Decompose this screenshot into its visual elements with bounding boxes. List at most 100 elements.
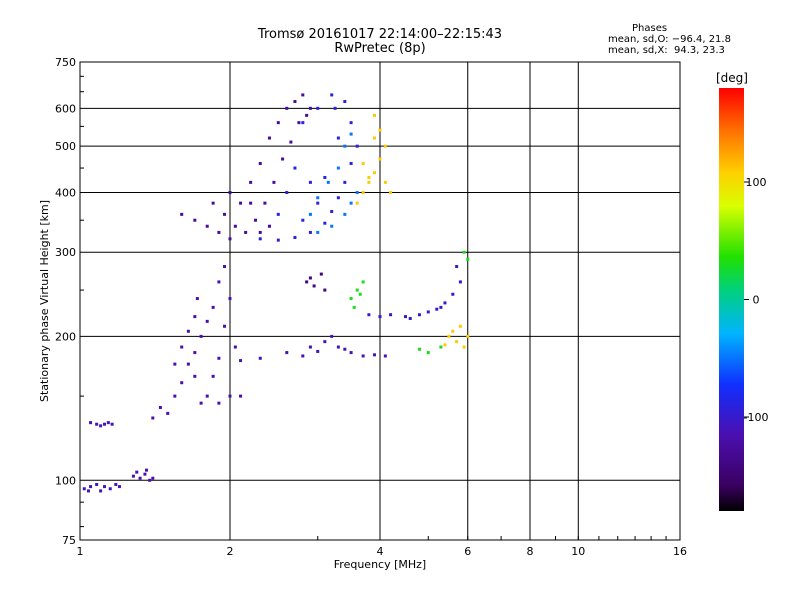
echo-point (367, 180, 371, 184)
echo-point (447, 334, 451, 338)
echo-point (253, 218, 257, 222)
echo-point (355, 144, 359, 148)
echo-point (148, 478, 152, 482)
echo-point (305, 113, 309, 117)
echo-point (95, 422, 99, 426)
y-tick-label: 75 (62, 534, 76, 547)
echo-point (336, 166, 340, 170)
echo-point (276, 238, 280, 242)
echo-point (223, 265, 227, 269)
echo-point (193, 218, 197, 222)
echo-point (308, 180, 312, 184)
echo-point (223, 212, 227, 216)
echo-point (361, 190, 365, 194)
echo-point (316, 201, 320, 205)
echo-point (458, 324, 462, 328)
echo-point (323, 340, 327, 344)
echo-point (103, 485, 107, 489)
echo-point (417, 313, 421, 317)
x-tick-label: 6 (464, 545, 471, 558)
y-tick-label: 400 (55, 186, 76, 199)
echo-point (349, 161, 353, 165)
echo-point (336, 196, 340, 200)
x-tick-label: 16 (673, 545, 687, 558)
echo-point (349, 351, 353, 355)
echo-point (403, 315, 407, 319)
echo-point (267, 136, 271, 140)
echo-point (316, 349, 320, 353)
echo-point (373, 353, 377, 357)
echo-point (330, 210, 334, 214)
echo-point (301, 354, 305, 358)
echo-point (205, 319, 209, 323)
y-tick-label: 200 (55, 330, 76, 343)
echo-point (267, 224, 271, 228)
x-tick-label: 2 (227, 545, 234, 558)
echo-point (383, 180, 387, 184)
phase-stats-x: mean, sd,X: 94.3, 23.3 (608, 45, 725, 56)
echo-point (378, 128, 382, 132)
echo-point (293, 100, 297, 104)
echo-point (426, 351, 430, 355)
echo-point (103, 422, 107, 426)
echo-point (211, 305, 215, 309)
echo-point (180, 381, 184, 385)
echo-point (293, 236, 297, 240)
echo-point (173, 362, 177, 366)
echo-point (110, 422, 114, 426)
echo-points (82, 93, 470, 493)
echo-point (451, 292, 455, 296)
echo-point (301, 218, 305, 222)
echo-point (462, 250, 466, 254)
echo-point (186, 362, 190, 366)
echo-point (389, 313, 393, 317)
echo-point (435, 307, 439, 311)
echo-point (272, 180, 276, 184)
echo-point (316, 196, 320, 200)
echo-point (223, 324, 227, 328)
echo-point (263, 201, 267, 205)
echo-point (373, 113, 377, 117)
echo-point (361, 354, 365, 358)
echo-point (106, 421, 110, 425)
echo-point (285, 190, 289, 194)
x-tick-label: 8 (527, 545, 534, 558)
echo-point (258, 356, 262, 360)
echo-point (462, 345, 466, 349)
echo-point (82, 487, 86, 491)
chart-subtitle: RwPretec (8p) (334, 41, 426, 56)
echo-point (249, 201, 253, 205)
echo-point (258, 230, 262, 234)
echo-point (308, 276, 312, 280)
echo-point (343, 180, 347, 184)
axis-ticks: 1 2 4 6 8 10 16 75 100 200 300 400 500 600 750 (55, 56, 687, 558)
echo-point (308, 212, 312, 216)
echo-point (367, 313, 371, 317)
echo-point (233, 224, 237, 228)
echo-point (361, 161, 365, 165)
echo-point (458, 280, 462, 284)
echo-point (389, 190, 393, 194)
echo-point (143, 472, 147, 476)
x-tick-label: 10 (571, 545, 585, 558)
echo-point (349, 132, 353, 136)
colorbar-ticks: 100 0 -100 (744, 176, 769, 424)
echo-point (135, 470, 139, 474)
x-tick-label: 1 (77, 545, 84, 558)
echo-point (186, 329, 190, 333)
echo-point (249, 180, 253, 184)
echo-point (301, 121, 305, 125)
echo-point (258, 161, 262, 165)
echo-point (349, 201, 353, 205)
echo-point (86, 489, 90, 493)
echo-point (323, 175, 327, 179)
echo-point (378, 157, 382, 161)
echo-point (308, 345, 312, 349)
echo-point (195, 297, 199, 301)
echo-point (301, 93, 305, 97)
echo-point (217, 401, 221, 405)
echo-point (358, 292, 362, 296)
echo-point (89, 421, 93, 425)
echo-point (228, 394, 232, 398)
echo-point (466, 257, 470, 261)
